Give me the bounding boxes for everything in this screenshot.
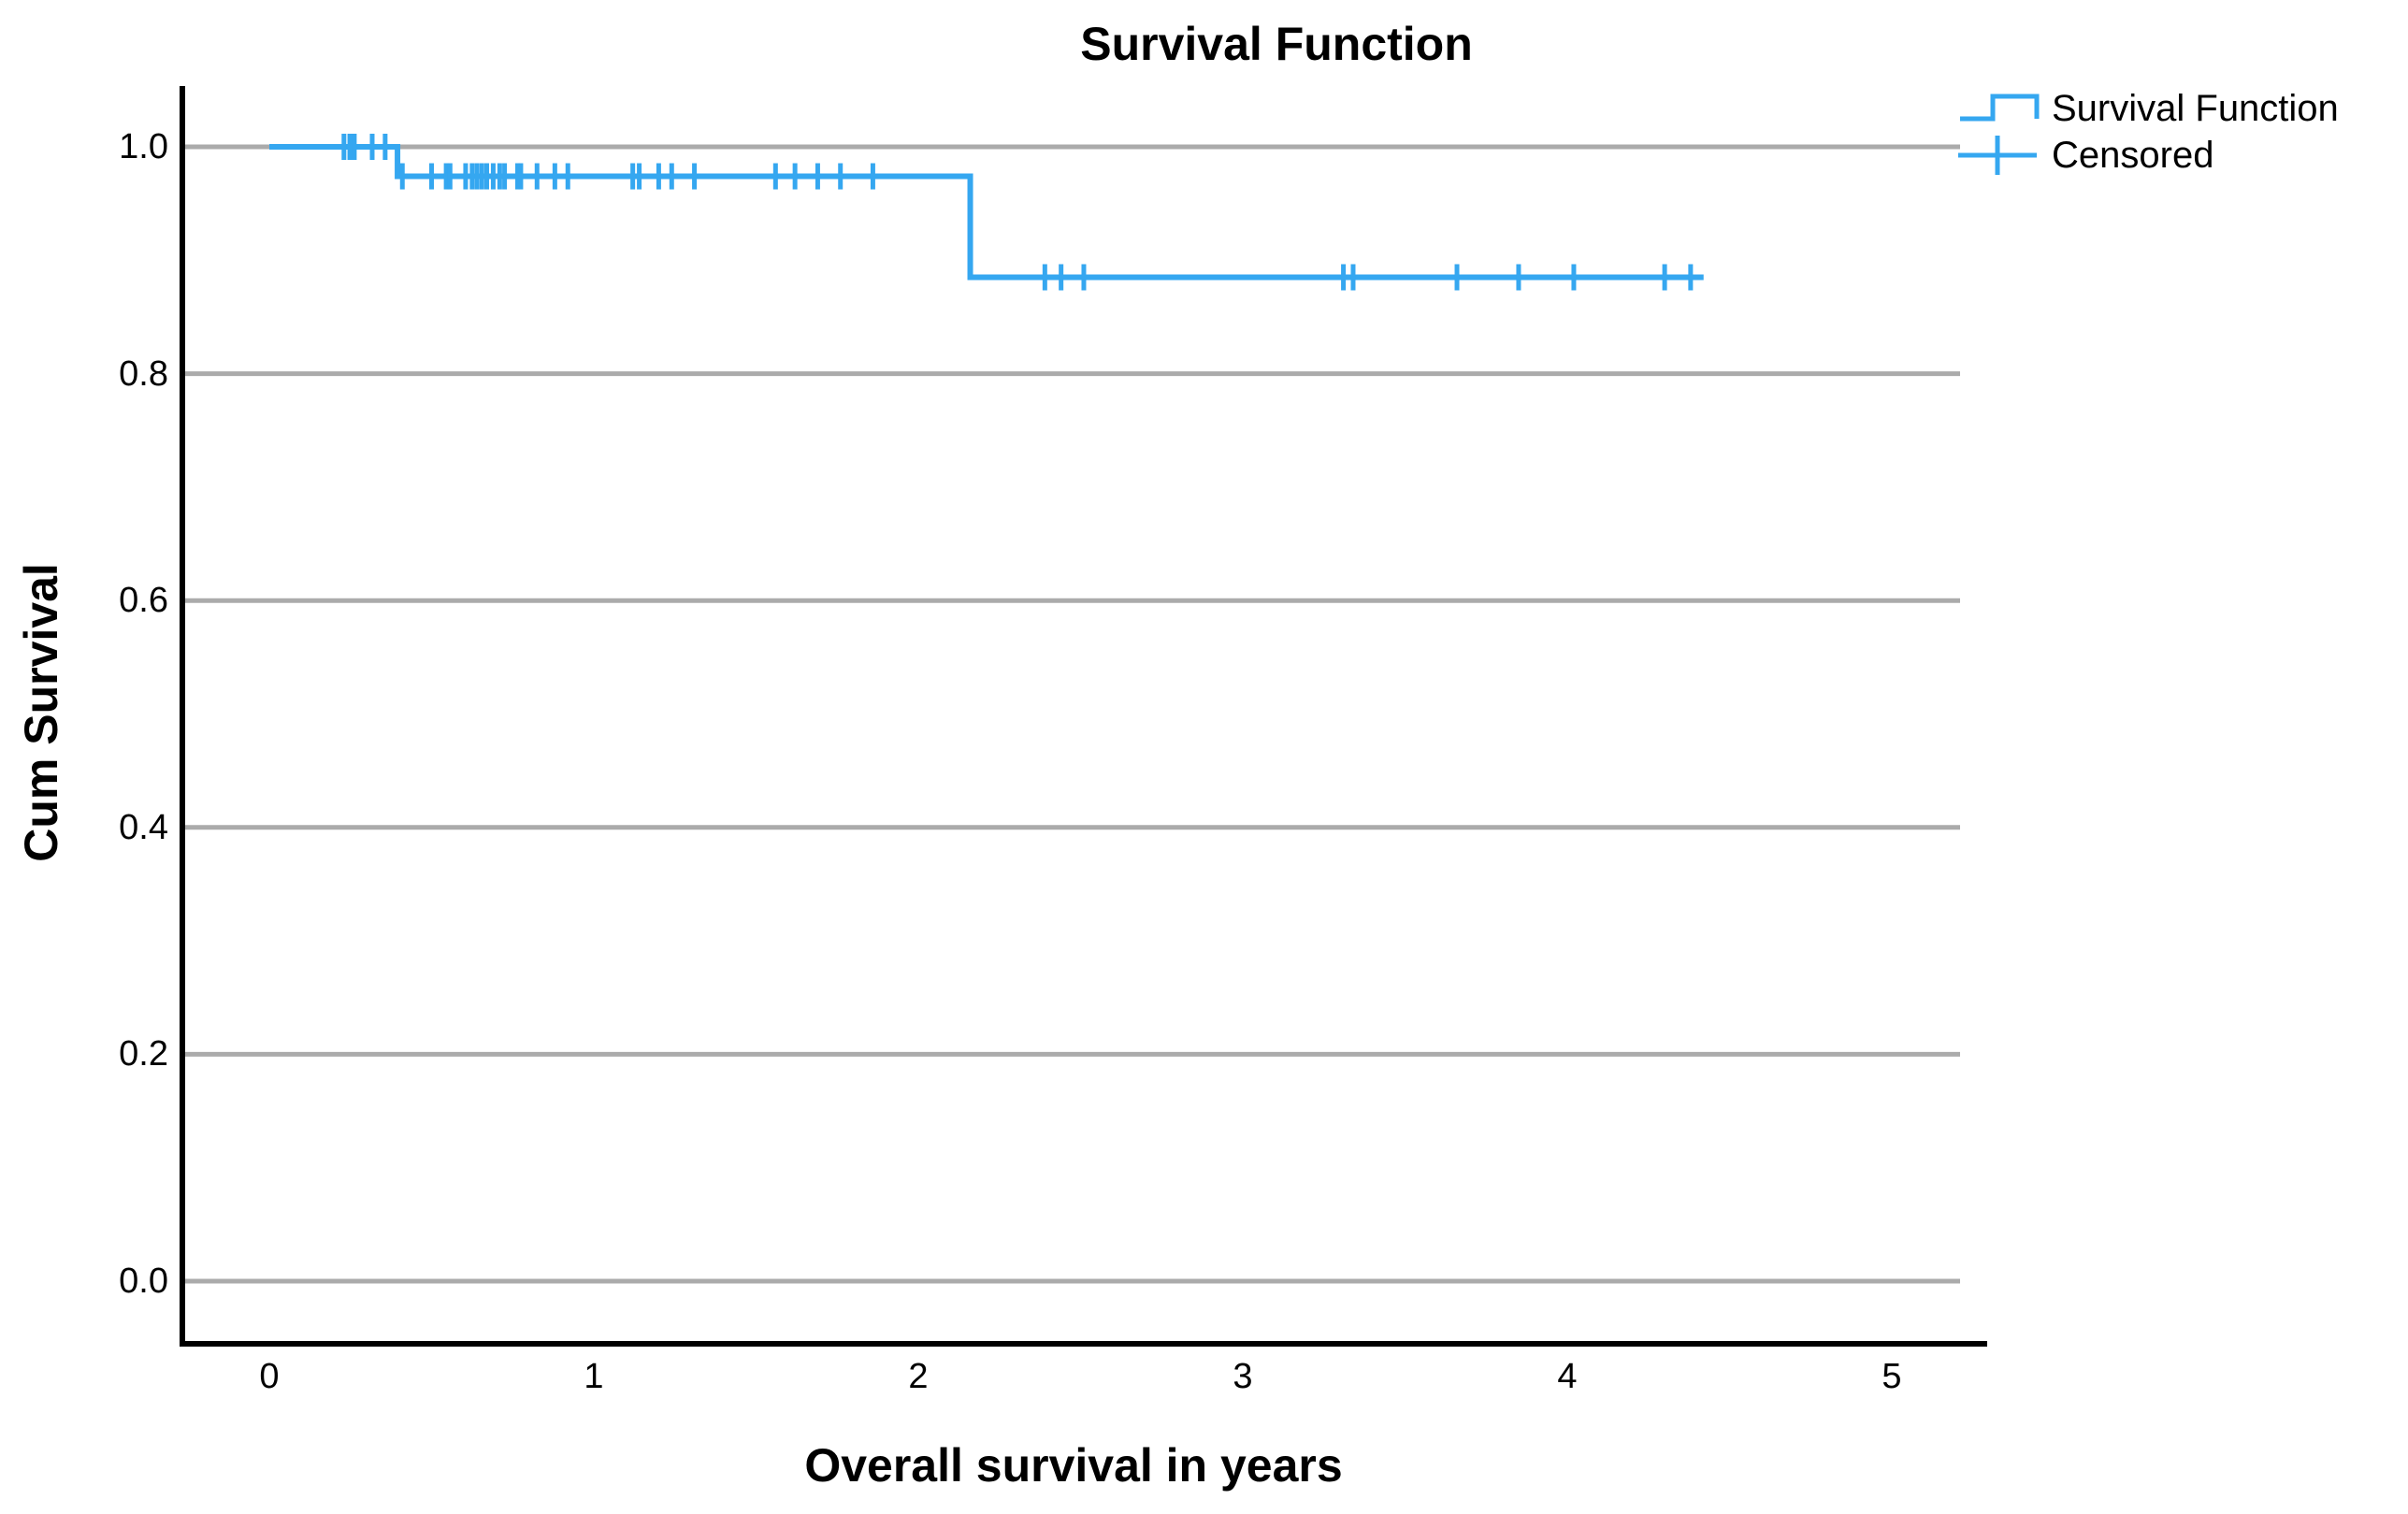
legend-item-survival-function: Survival Function: [1958, 86, 2339, 131]
legend: Survival Function Censored: [1958, 86, 2339, 178]
step-line-icon: [1960, 94, 2040, 122]
legend-label: Survival Function: [2052, 88, 2339, 129]
legend-label: Censored: [2052, 135, 2214, 176]
y-tick-label: 0.2: [119, 1034, 168, 1074]
x-tick-label: 0: [259, 1357, 280, 1396]
y-tick-label: 0.0: [119, 1262, 168, 1301]
y-tick-label: 0.8: [119, 353, 168, 394]
survival-curve: [269, 144, 1704, 281]
y-tick-label: 0.4: [119, 807, 168, 847]
y-tick-label: 1.0: [119, 127, 168, 166]
legend-item-censored: Censored: [1958, 133, 2339, 178]
x-tick-label: 4: [1557, 1357, 1578, 1396]
x-tick-label: 5: [1882, 1357, 1902, 1396]
plus-tick-icon: [1958, 136, 2037, 175]
chart-title: Survival Function: [1080, 18, 1473, 70]
x-tick-label: 3: [1233, 1357, 1253, 1396]
y-tick-label: 0.6: [119, 581, 168, 621]
x-axis-title: Overall survival in years: [804, 1439, 1343, 1492]
x-tick-label: 2: [908, 1357, 929, 1396]
x-tick-label: 1: [584, 1357, 604, 1396]
